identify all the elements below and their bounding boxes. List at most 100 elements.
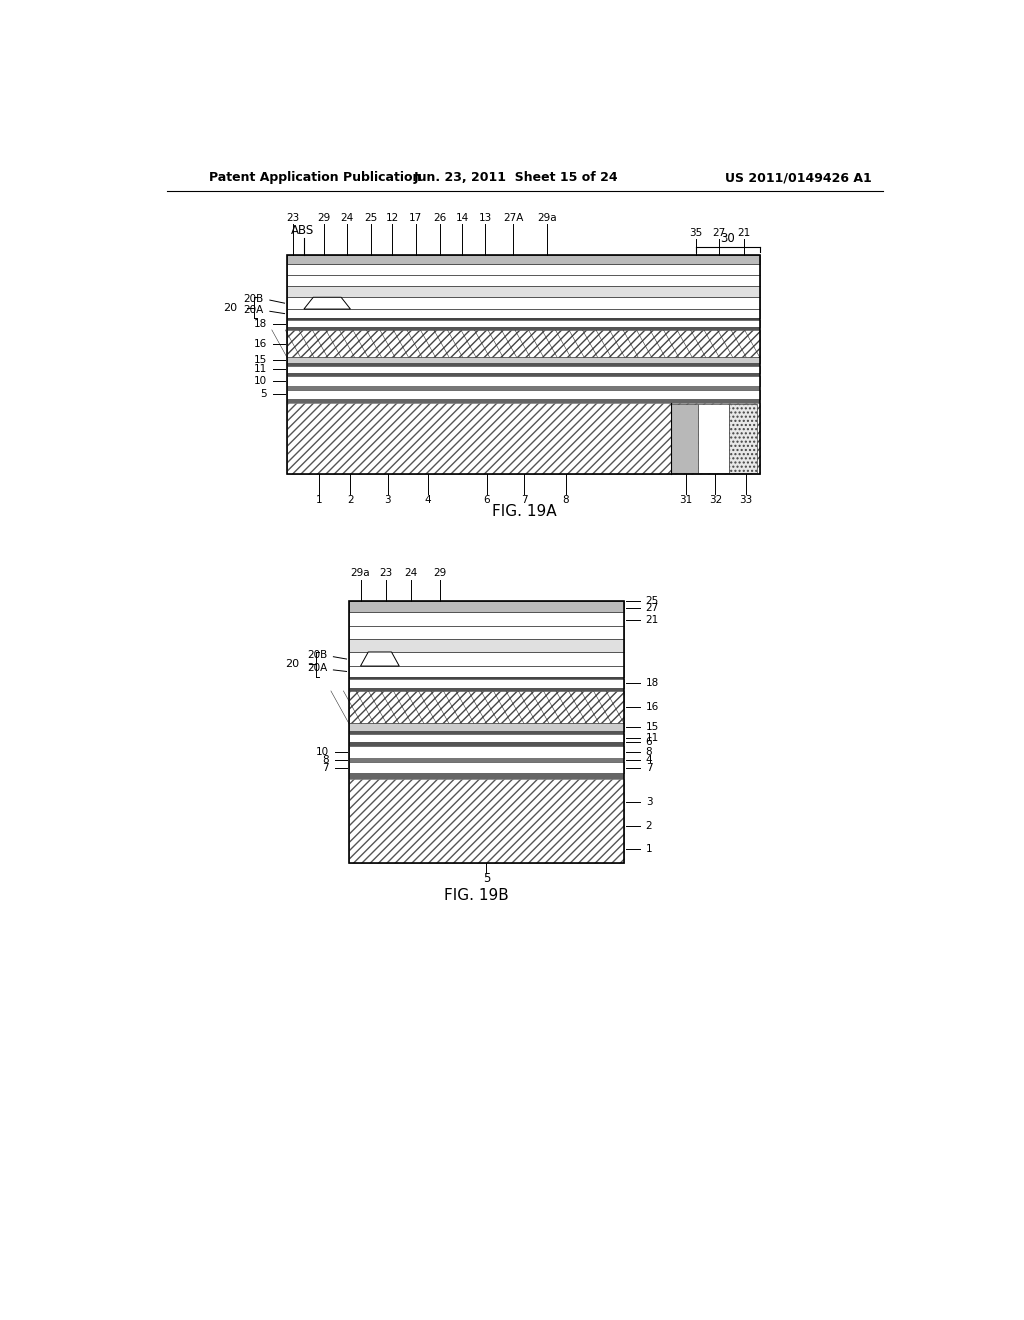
Text: 7: 7 (521, 495, 527, 506)
Bar (349, 758, 624, 763)
Bar (287, 366, 760, 372)
Text: 24: 24 (404, 569, 418, 578)
Text: 8: 8 (323, 755, 329, 766)
Bar (287, 376, 760, 387)
Text: 29a: 29a (538, 213, 557, 223)
Text: 11: 11 (646, 733, 659, 743)
Bar (287, 255, 760, 264)
Text: 1: 1 (646, 845, 652, 854)
Text: 16: 16 (646, 702, 659, 713)
Text: 23: 23 (380, 569, 392, 578)
Text: 17: 17 (409, 213, 422, 223)
Text: 14: 14 (456, 213, 469, 223)
Text: 25: 25 (364, 213, 377, 223)
Text: 4: 4 (425, 495, 431, 506)
Text: 20B: 20B (244, 293, 263, 304)
Bar (287, 297, 760, 309)
Text: 32: 32 (709, 495, 722, 506)
Bar (287, 387, 760, 389)
Text: US 2011/0149426 A1: US 2011/0149426 A1 (725, 172, 872, 185)
Bar (349, 667, 624, 677)
Text: 18: 18 (254, 318, 266, 329)
Text: 20A: 20A (307, 664, 328, 673)
Bar (349, 690, 624, 723)
Text: 20A: 20A (244, 305, 263, 314)
Bar (287, 309, 760, 318)
Text: 6: 6 (483, 495, 490, 506)
Text: 12: 12 (386, 213, 399, 223)
Text: 29: 29 (317, 213, 331, 223)
Bar (349, 677, 624, 678)
Text: 6: 6 (646, 737, 652, 747)
Polygon shape (304, 297, 350, 309)
Text: 24: 24 (341, 213, 354, 223)
Bar (729, 404, 758, 474)
Text: 33: 33 (739, 495, 753, 506)
Bar (287, 318, 760, 319)
Bar (349, 742, 624, 746)
Bar (697, 404, 729, 474)
Bar (349, 731, 624, 734)
Bar (349, 626, 624, 639)
Bar (287, 358, 760, 363)
Bar (287, 389, 760, 399)
Text: 27: 27 (646, 603, 659, 612)
Text: 15: 15 (646, 722, 659, 733)
Text: 7: 7 (323, 763, 329, 772)
Bar (287, 275, 760, 286)
Text: 20: 20 (285, 660, 299, 669)
Bar (287, 286, 760, 297)
Bar (349, 734, 624, 742)
Bar (287, 327, 760, 330)
Text: 20: 20 (223, 302, 238, 313)
Text: 23: 23 (287, 213, 300, 223)
Text: 11: 11 (254, 364, 266, 375)
Bar (287, 399, 760, 404)
Text: 26: 26 (434, 213, 446, 223)
Bar (349, 601, 624, 863)
Text: 7: 7 (646, 763, 652, 772)
Text: 10: 10 (315, 747, 329, 758)
Bar (349, 652, 624, 667)
Text: 5: 5 (482, 871, 490, 884)
Text: 20B: 20B (307, 651, 328, 660)
Text: ABS: ABS (291, 224, 314, 238)
Text: 27: 27 (713, 228, 726, 238)
Bar (349, 688, 624, 690)
Text: 5: 5 (260, 389, 266, 399)
Text: FIG. 19B: FIG. 19B (444, 888, 509, 903)
Text: 2: 2 (347, 495, 353, 506)
Bar (349, 746, 624, 758)
Text: Patent Application Publication: Patent Application Publication (209, 172, 422, 185)
Text: 3: 3 (384, 495, 391, 506)
Text: 4: 4 (646, 755, 652, 766)
Text: 2: 2 (646, 821, 652, 830)
Text: 35: 35 (689, 228, 702, 238)
Text: 27A: 27A (503, 213, 523, 223)
Bar (287, 363, 760, 366)
Text: 30: 30 (721, 232, 735, 246)
Text: 29: 29 (434, 569, 446, 578)
Bar (349, 678, 624, 688)
Text: 21: 21 (646, 615, 659, 624)
Bar (287, 255, 760, 474)
Bar (349, 601, 624, 612)
Text: 18: 18 (646, 678, 659, 688)
Bar (349, 612, 624, 626)
Bar (349, 639, 624, 652)
Text: 1: 1 (316, 495, 323, 506)
Bar (287, 330, 760, 358)
Text: 15: 15 (254, 355, 266, 366)
Text: 25: 25 (646, 597, 659, 606)
Text: 29a: 29a (350, 569, 371, 578)
Bar (287, 319, 760, 327)
Text: Jun. 23, 2011  Sheet 15 of 24: Jun. 23, 2011 Sheet 15 of 24 (414, 172, 617, 185)
Bar (349, 779, 624, 863)
Text: 8: 8 (646, 747, 652, 758)
Polygon shape (360, 652, 399, 667)
Bar (349, 763, 624, 774)
Text: 21: 21 (737, 228, 751, 238)
Text: FIG. 19A: FIG. 19A (493, 503, 557, 519)
Text: 8: 8 (562, 495, 569, 506)
Bar (349, 723, 624, 731)
